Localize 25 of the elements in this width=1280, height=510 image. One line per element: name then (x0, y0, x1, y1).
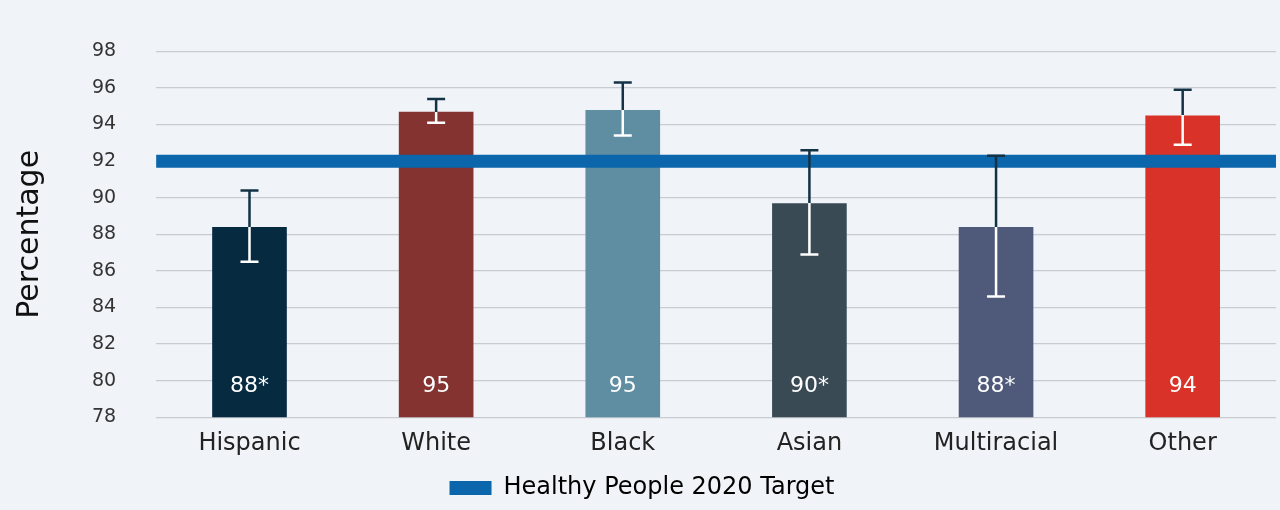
data-label: 95 (422, 371, 451, 397)
x-tick-label: Black (590, 427, 656, 456)
y-tick-label: 82 (91, 330, 117, 353)
data-label: 94 (1168, 371, 1197, 397)
y-tick-label: 90 (91, 184, 117, 207)
legend-label: Healthy People 2020 Target (503, 472, 835, 501)
y-tick-label: 94 (91, 111, 117, 134)
x-tick-label: White (401, 427, 472, 456)
data-label: 95 (608, 371, 637, 397)
y-tick-label: 96 (91, 74, 117, 97)
y-tick-label: 88 (91, 221, 117, 244)
y-tick-label: 98 (91, 38, 117, 61)
x-tick-label: Asian (776, 427, 843, 456)
x-tick-label: Multiracial (933, 427, 1059, 456)
y-tick-label: 80 (91, 367, 117, 390)
data-label: 88* (976, 371, 1016, 397)
x-tick-label: Other (1148, 427, 1217, 456)
y-axis-title: Percentage (9, 149, 45, 319)
y-tick-label: 86 (91, 257, 117, 280)
y-tick-label: 78 (91, 404, 117, 427)
x-tick-label: Hispanic (198, 427, 301, 456)
data-label: 90* (789, 371, 829, 397)
y-tick-label: 84 (91, 294, 117, 317)
data-label: 88* (230, 371, 269, 397)
y-tick-label: 92 (91, 148, 117, 171)
